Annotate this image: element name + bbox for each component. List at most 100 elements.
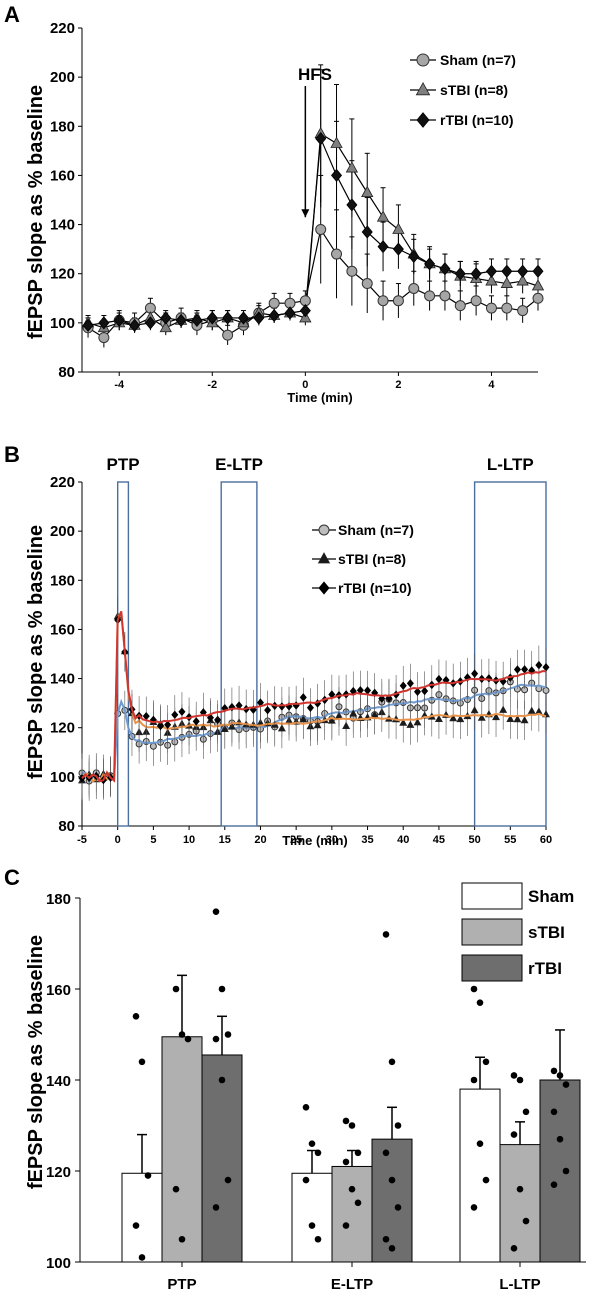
data-point-b-triangle bbox=[477, 713, 486, 721]
data-point-b-diamond bbox=[299, 693, 307, 702]
data-point-diamond bbox=[175, 313, 187, 328]
x-tick-label-b: 55 bbox=[504, 834, 516, 846]
data-point-diamond bbox=[485, 264, 497, 278]
data-point-b-circle bbox=[542, 686, 550, 694]
legend-marker-diamond bbox=[416, 112, 430, 128]
x-axis-label-b: Time (min) bbox=[282, 833, 348, 848]
data-point-b-diamond bbox=[192, 717, 200, 726]
panel-label-a: A bbox=[4, 2, 20, 27]
data-point-b-triangle bbox=[399, 718, 408, 726]
x-tick-label-b: 35 bbox=[361, 834, 373, 846]
panel-label-c: C bbox=[4, 865, 20, 890]
individual-point bbox=[302, 1176, 310, 1184]
legend-c: Sham sTBI rTBI bbox=[461, 882, 574, 982]
individual-point bbox=[218, 985, 226, 993]
x-tick-label-a: -4 bbox=[114, 379, 125, 391]
data-point-triangle bbox=[531, 279, 545, 291]
individual-point bbox=[224, 1031, 232, 1038]
individual-point bbox=[470, 1204, 478, 1211]
data-point-diamond bbox=[331, 168, 343, 183]
y-tick-label-a: 180 bbox=[50, 118, 75, 135]
y-tick-label-c: 100 bbox=[46, 1255, 71, 1272]
data-point-b-triangle bbox=[327, 716, 336, 724]
data-point-b-triangle bbox=[492, 712, 501, 721]
data-point-b-triangle bbox=[470, 706, 479, 714]
individual-point bbox=[354, 1149, 362, 1157]
data-point-triangle bbox=[376, 210, 390, 222]
data-point-b-diamond bbox=[178, 707, 186, 716]
data-point-diamond bbox=[424, 257, 436, 271]
x-tick-label-b: 60 bbox=[540, 834, 552, 846]
data-point-diamond bbox=[206, 311, 218, 325]
individual-point bbox=[348, 1185, 356, 1193]
legend-label: Sham (n=7) bbox=[440, 52, 516, 68]
y-tick-label-b: 180 bbox=[50, 572, 75, 589]
data-point-circle bbox=[501, 302, 513, 314]
data-point-b-diamond bbox=[228, 702, 236, 712]
plot-area-b: 80 100 120 140 160 180 200 220 -5 0 5 10 15 20 25 30 35 4… bbox=[50, 455, 552, 846]
data-point-triangle bbox=[500, 276, 514, 288]
individual-point bbox=[516, 1076, 524, 1084]
individual-point bbox=[314, 1149, 322, 1157]
data-point-b-diamond bbox=[278, 702, 286, 711]
y-tick-label-c: 160 bbox=[46, 982, 71, 999]
individual-point bbox=[556, 1135, 564, 1143]
trend-line-circle bbox=[81, 683, 547, 783]
y-axis-label-c: fEPSP slope as % baseline bbox=[25, 935, 47, 1189]
category-label: L-LTP bbox=[499, 1276, 540, 1293]
x-tick-label-b: 30 bbox=[326, 834, 338, 846]
data-point-diamond bbox=[361, 225, 373, 239]
data-point-b-triangle bbox=[220, 724, 229, 732]
bar-sham bbox=[291, 1172, 333, 1263]
data-point-circle bbox=[424, 290, 436, 302]
individual-point bbox=[476, 999, 484, 1006]
data-point-diamond bbox=[284, 306, 296, 320]
y-tick-label-a: 120 bbox=[50, 266, 75, 283]
data-point-diamond bbox=[454, 267, 466, 281]
data-point-b-diamond bbox=[399, 681, 407, 690]
plot-area-a: 80 100 120 140 160 180 200 220 -4 -2 0 2 4 bbox=[50, 20, 545, 391]
data-point-circle bbox=[346, 265, 358, 277]
data-point-diamond bbox=[470, 267, 482, 281]
y-tick-label-b: 140 bbox=[50, 671, 75, 688]
data-point-diamond bbox=[532, 264, 544, 278]
individual-point bbox=[212, 1204, 220, 1211]
x-tick-label-b: 10 bbox=[183, 834, 195, 846]
individual-point bbox=[212, 1035, 220, 1043]
data-point-circle bbox=[517, 305, 529, 317]
individual-point bbox=[382, 931, 390, 938]
legend-swatch-rtbi bbox=[461, 954, 523, 982]
data-point-b-diamond bbox=[264, 705, 272, 715]
data-point-circle bbox=[377, 295, 389, 307]
individual-point bbox=[482, 1176, 490, 1184]
data-point-triangle bbox=[392, 222, 405, 234]
y-tick-label-a: 200 bbox=[50, 69, 75, 86]
y-tick-label-b: 160 bbox=[50, 621, 75, 638]
individual-point bbox=[342, 1222, 350, 1229]
legend-marker-circle bbox=[416, 53, 430, 67]
panel-c: C fEPSP slope as % baseline 100 120 140 160… bbox=[4, 865, 586, 1293]
individual-point bbox=[178, 1031, 186, 1038]
x-tick-label-a: 0 bbox=[302, 379, 308, 391]
data-point-circle bbox=[331, 248, 343, 260]
data-point-b-triangle bbox=[527, 706, 536, 714]
individual-point bbox=[510, 1072, 518, 1079]
data-point-triangle bbox=[516, 274, 529, 286]
x-tick-label-b: 5 bbox=[150, 834, 156, 846]
data-point-b-triangle bbox=[434, 714, 443, 723]
x-tick-label-b: 25 bbox=[290, 834, 302, 846]
data-point-diamond bbox=[160, 311, 172, 325]
window-label: PTP bbox=[107, 455, 140, 474]
individual-point bbox=[510, 1131, 518, 1138]
trend-line-triangle bbox=[81, 611, 547, 783]
data-point-b-triangle bbox=[506, 714, 515, 723]
data-point-b-triangle bbox=[513, 715, 522, 723]
individual-point bbox=[388, 1176, 396, 1184]
x-tick-label-b: 50 bbox=[468, 834, 480, 846]
window-l-ltp bbox=[473, 481, 547, 827]
plot-area-c: 100 120 140 160 180 PTP E-LTP L-LTP bbox=[46, 891, 586, 1293]
data-point-triangle bbox=[330, 136, 343, 148]
individual-point bbox=[132, 1013, 140, 1020]
data-point-b-diamond bbox=[471, 669, 479, 678]
